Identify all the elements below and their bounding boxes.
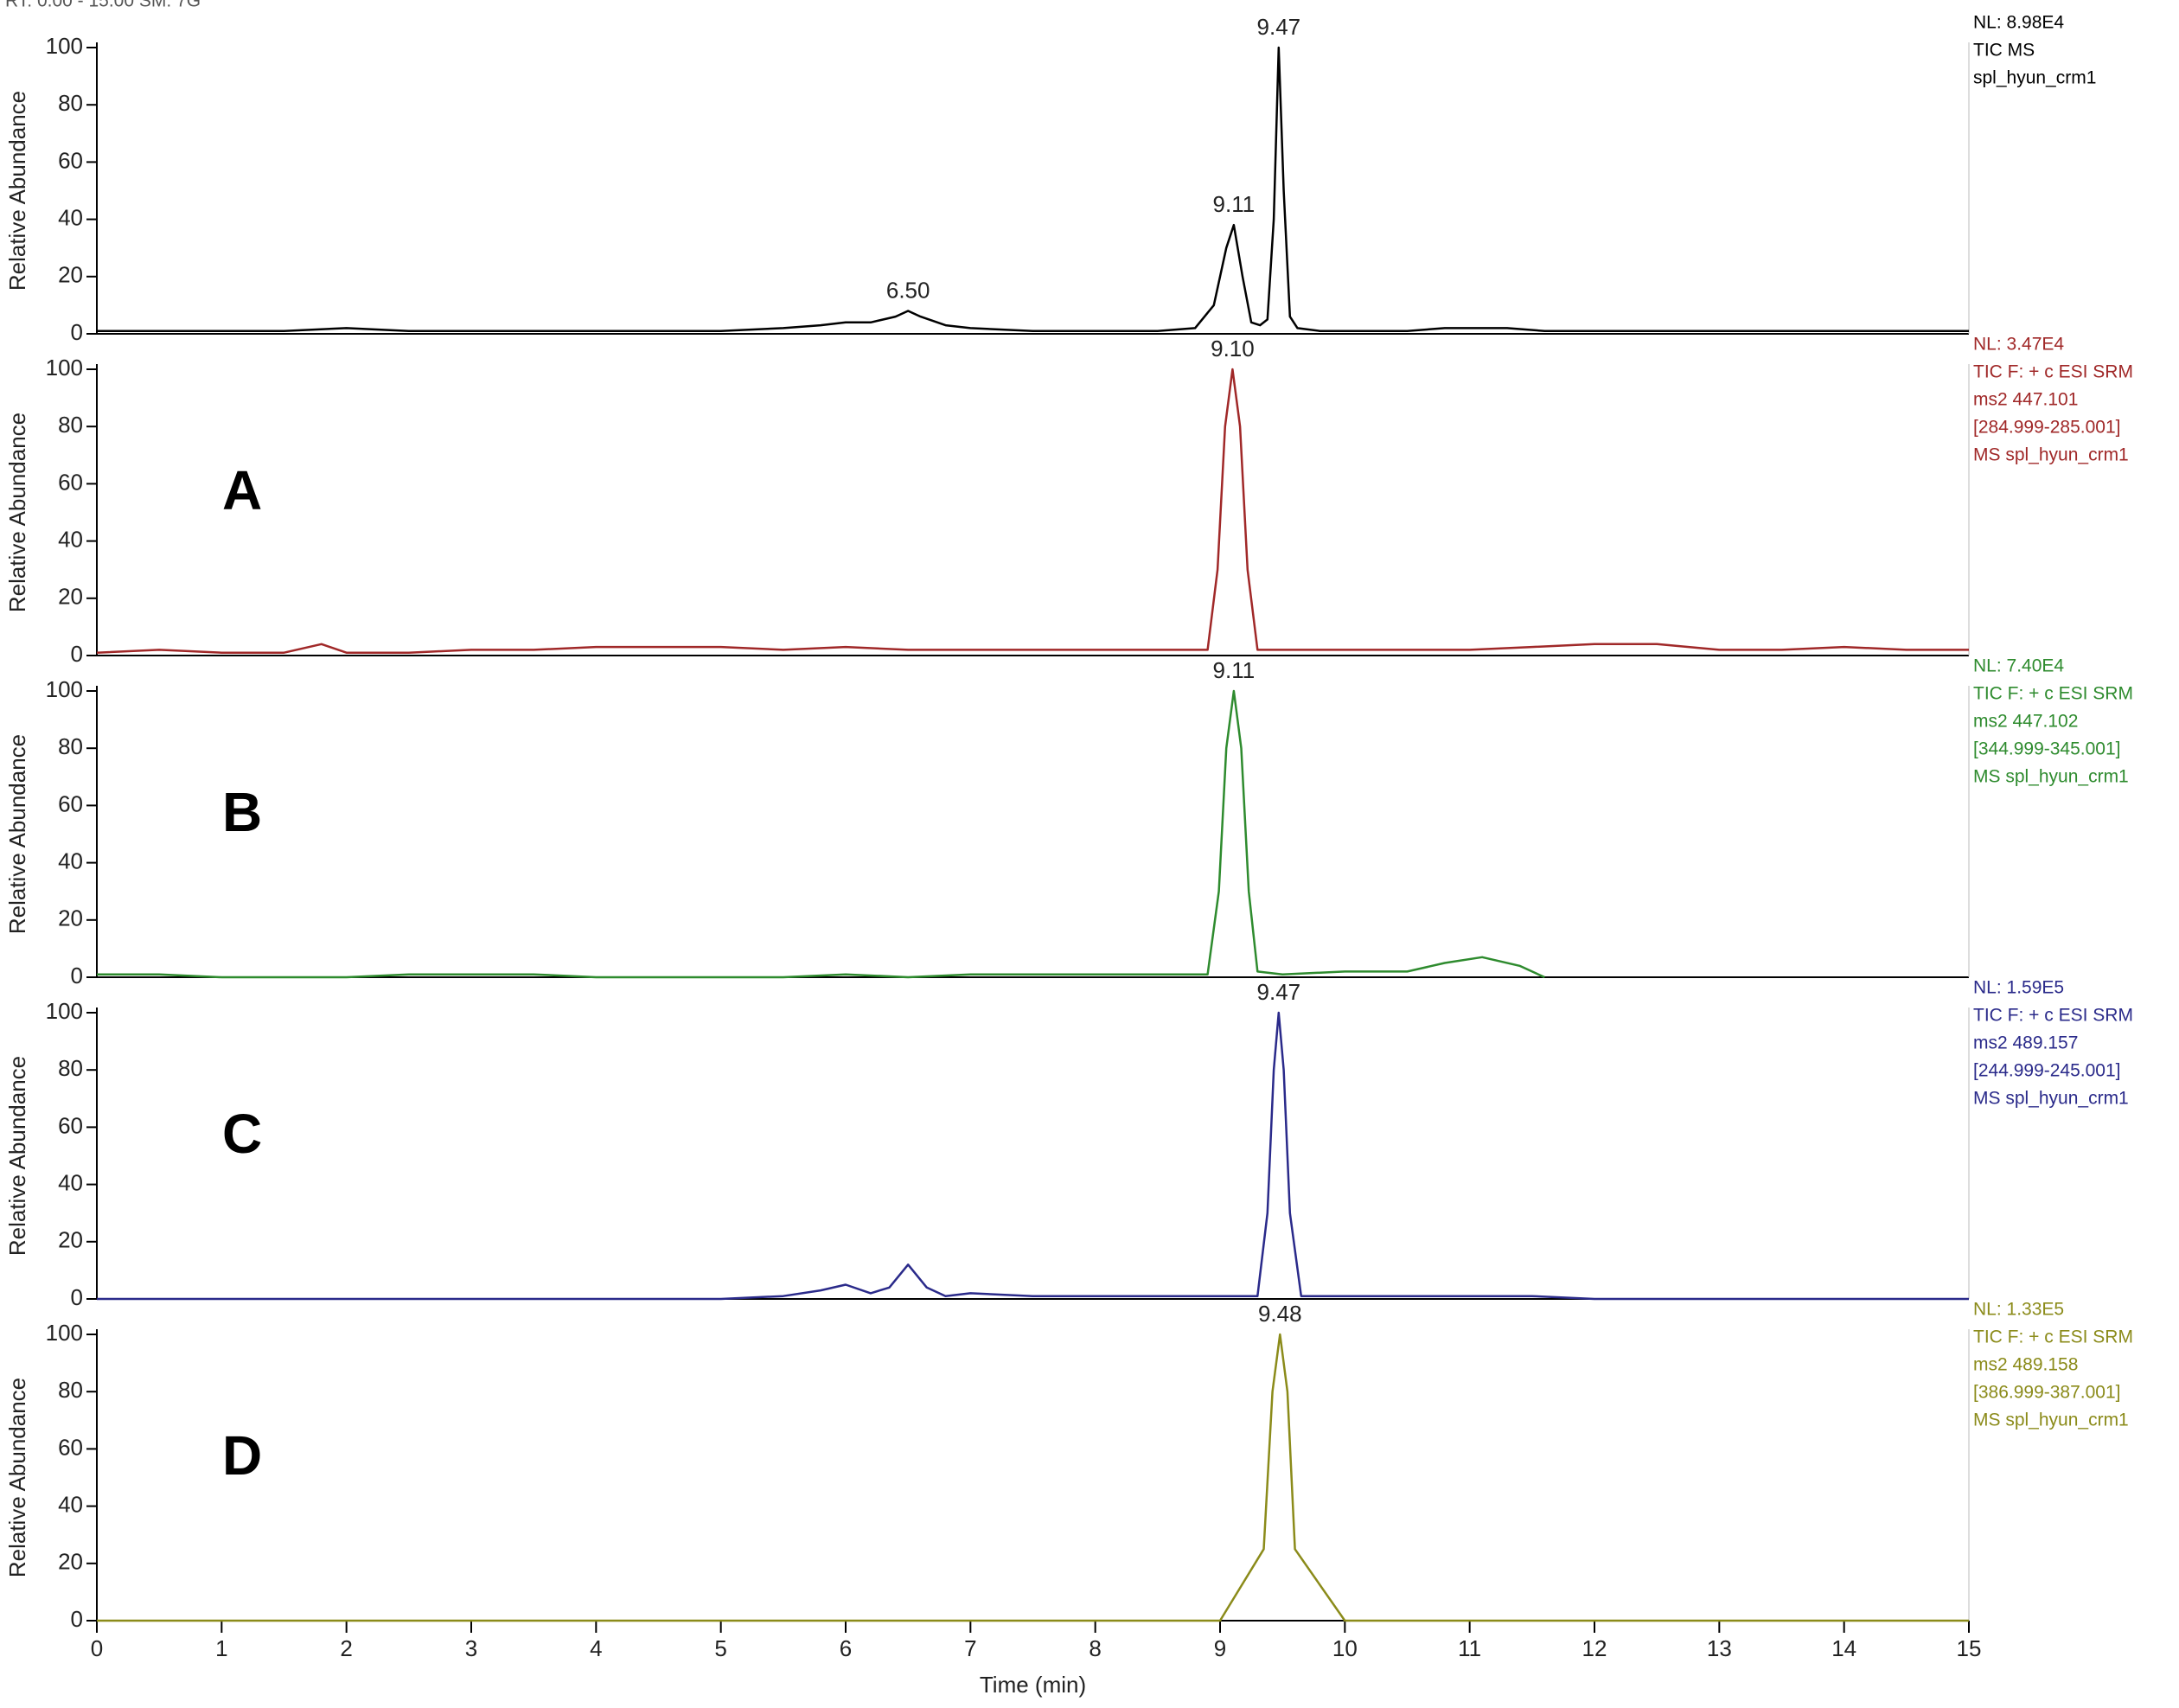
- y-tick-label: 80: [58, 412, 83, 438]
- info-text: [244.999-245.001]: [1973, 1061, 2120, 1081]
- x-tick-label: 5: [714, 1635, 726, 1661]
- x-tick-label: 2: [340, 1635, 352, 1661]
- y-tick-label: 0: [71, 319, 83, 345]
- info-text: TIC F: + c ESI SRM: [1973, 1006, 2133, 1026]
- peak-label: 9.48: [1258, 1301, 1302, 1327]
- y-axis-label: Relative Abundance: [4, 734, 30, 934]
- panel-label: C: [222, 1103, 262, 1165]
- y-tick-label: 20: [58, 1549, 83, 1575]
- peak-label: 9.10: [1211, 336, 1255, 361]
- y-tick-label: 60: [58, 1112, 83, 1138]
- y-axis-label: Relative Abundance: [4, 1056, 30, 1256]
- info-text: [284.999-285.001]: [1973, 418, 2120, 438]
- info-text: NL: 1.33E5: [1973, 1300, 2064, 1320]
- x-tick-label: 13: [1707, 1635, 1732, 1661]
- x-tick-label: 7: [964, 1635, 976, 1661]
- trace-line: [96, 368, 1969, 654]
- peak-label: 9.11: [1213, 657, 1256, 683]
- info-text: MS spl_hyun_crm1: [1973, 445, 2129, 465]
- x-tick-label: 9: [1214, 1635, 1226, 1661]
- y-tick-label: 60: [58, 790, 83, 816]
- y-axis-label: Relative Abundance: [4, 91, 30, 291]
- info-text: NL: 8.98E4: [1973, 13, 2064, 33]
- trace-line: [97, 46, 1969, 332]
- x-tick-label: 14: [1831, 1635, 1856, 1661]
- info-text: TIC MS: [1973, 41, 2035, 61]
- x-tick-label: 6: [840, 1635, 852, 1661]
- panel-label: D: [222, 1424, 262, 1487]
- y-tick-label: 40: [58, 204, 83, 230]
- info-text: NL: 1.59E5: [1973, 978, 2064, 998]
- info-text: NL: 7.40E4: [1973, 656, 2064, 676]
- y-tick-label: 0: [71, 1606, 83, 1632]
- y-tick-label: 40: [58, 1169, 83, 1195]
- y-tick-label: 80: [58, 1377, 83, 1403]
- y-tick-label: 60: [58, 469, 83, 495]
- y-tick-label: 60: [58, 147, 83, 173]
- x-tick-label: 1: [215, 1635, 227, 1661]
- x-axis-label: Time (min): [980, 1672, 1086, 1698]
- info-text: TIC F: + c ESI SRM: [1973, 1327, 2133, 1347]
- y-tick-label: 100: [46, 33, 83, 59]
- y-tick-label: 100: [46, 676, 83, 702]
- y-tick-label: 0: [71, 963, 83, 988]
- info-text: ms2 489.158: [1973, 1355, 2078, 1375]
- y-tick-label: 100: [46, 355, 83, 381]
- info-text: TIC F: + c ESI SRM: [1973, 684, 2133, 704]
- info-text: ms2 447.101: [1973, 390, 2078, 410]
- peak-label: 6.50: [886, 277, 930, 303]
- trace-line: [97, 1011, 1969, 1301]
- info-text: ms2 447.102: [1973, 712, 2078, 732]
- panel-label: A: [222, 459, 262, 521]
- y-axis-label: Relative Abundance: [4, 413, 30, 612]
- y-tick-label: 100: [46, 998, 83, 1024]
- x-tick-label: 10: [1332, 1635, 1358, 1661]
- y-axis-label: Relative Abundance: [4, 1378, 30, 1577]
- y-tick-label: 0: [71, 1284, 83, 1310]
- x-tick-label: 12: [1582, 1635, 1607, 1661]
- panel-label: B: [222, 781, 262, 843]
- y-tick-label: 20: [58, 905, 83, 931]
- y-tick-label: 80: [58, 733, 83, 759]
- y-tick-label: 40: [58, 526, 83, 552]
- y-tick-label: 40: [58, 848, 83, 873]
- trace-line: [97, 1333, 1969, 1622]
- peak-label: 9.47: [1257, 979, 1301, 1005]
- y-tick-label: 20: [58, 1227, 83, 1253]
- y-tick-label: 60: [58, 1434, 83, 1460]
- info-text: spl_hyun_crm1: [1973, 68, 2096, 88]
- info-text: [344.999-345.001]: [1973, 739, 2120, 759]
- info-text: MS spl_hyun_crm1: [1973, 1089, 2129, 1109]
- info-text: TIC F: + c ESI SRM: [1973, 362, 2133, 382]
- y-tick-label: 100: [46, 1320, 83, 1346]
- x-tick-label: 0: [91, 1635, 103, 1661]
- y-tick-label: 20: [58, 262, 83, 288]
- y-tick-label: 0: [71, 641, 83, 667]
- x-tick-label: 15: [1957, 1635, 1982, 1661]
- y-tick-label: 80: [58, 1055, 83, 1081]
- x-tick-label: 11: [1458, 1635, 1481, 1661]
- y-tick-label: 40: [58, 1491, 83, 1517]
- x-tick-label: 4: [590, 1635, 602, 1661]
- info-text: MS spl_hyun_crm1: [1973, 767, 2129, 787]
- info-text: MS spl_hyun_crm1: [1973, 1411, 2129, 1430]
- y-tick-label: 80: [58, 90, 83, 116]
- y-tick-label: 20: [58, 584, 83, 610]
- trace-line: [97, 689, 1545, 979]
- info-text: ms2 489.157: [1973, 1033, 2078, 1053]
- x-tick-label: 8: [1089, 1635, 1101, 1661]
- x-tick-label: 3: [465, 1635, 477, 1661]
- info-text: NL: 3.47E4: [1973, 335, 2064, 355]
- info-text: [386.999-387.001]: [1973, 1383, 2120, 1403]
- header-text: RT: 0.00 - 15.00 SM: 7G: [5, 0, 201, 11]
- peak-label: 9.11: [1213, 191, 1256, 217]
- peak-label: 9.47: [1257, 14, 1301, 40]
